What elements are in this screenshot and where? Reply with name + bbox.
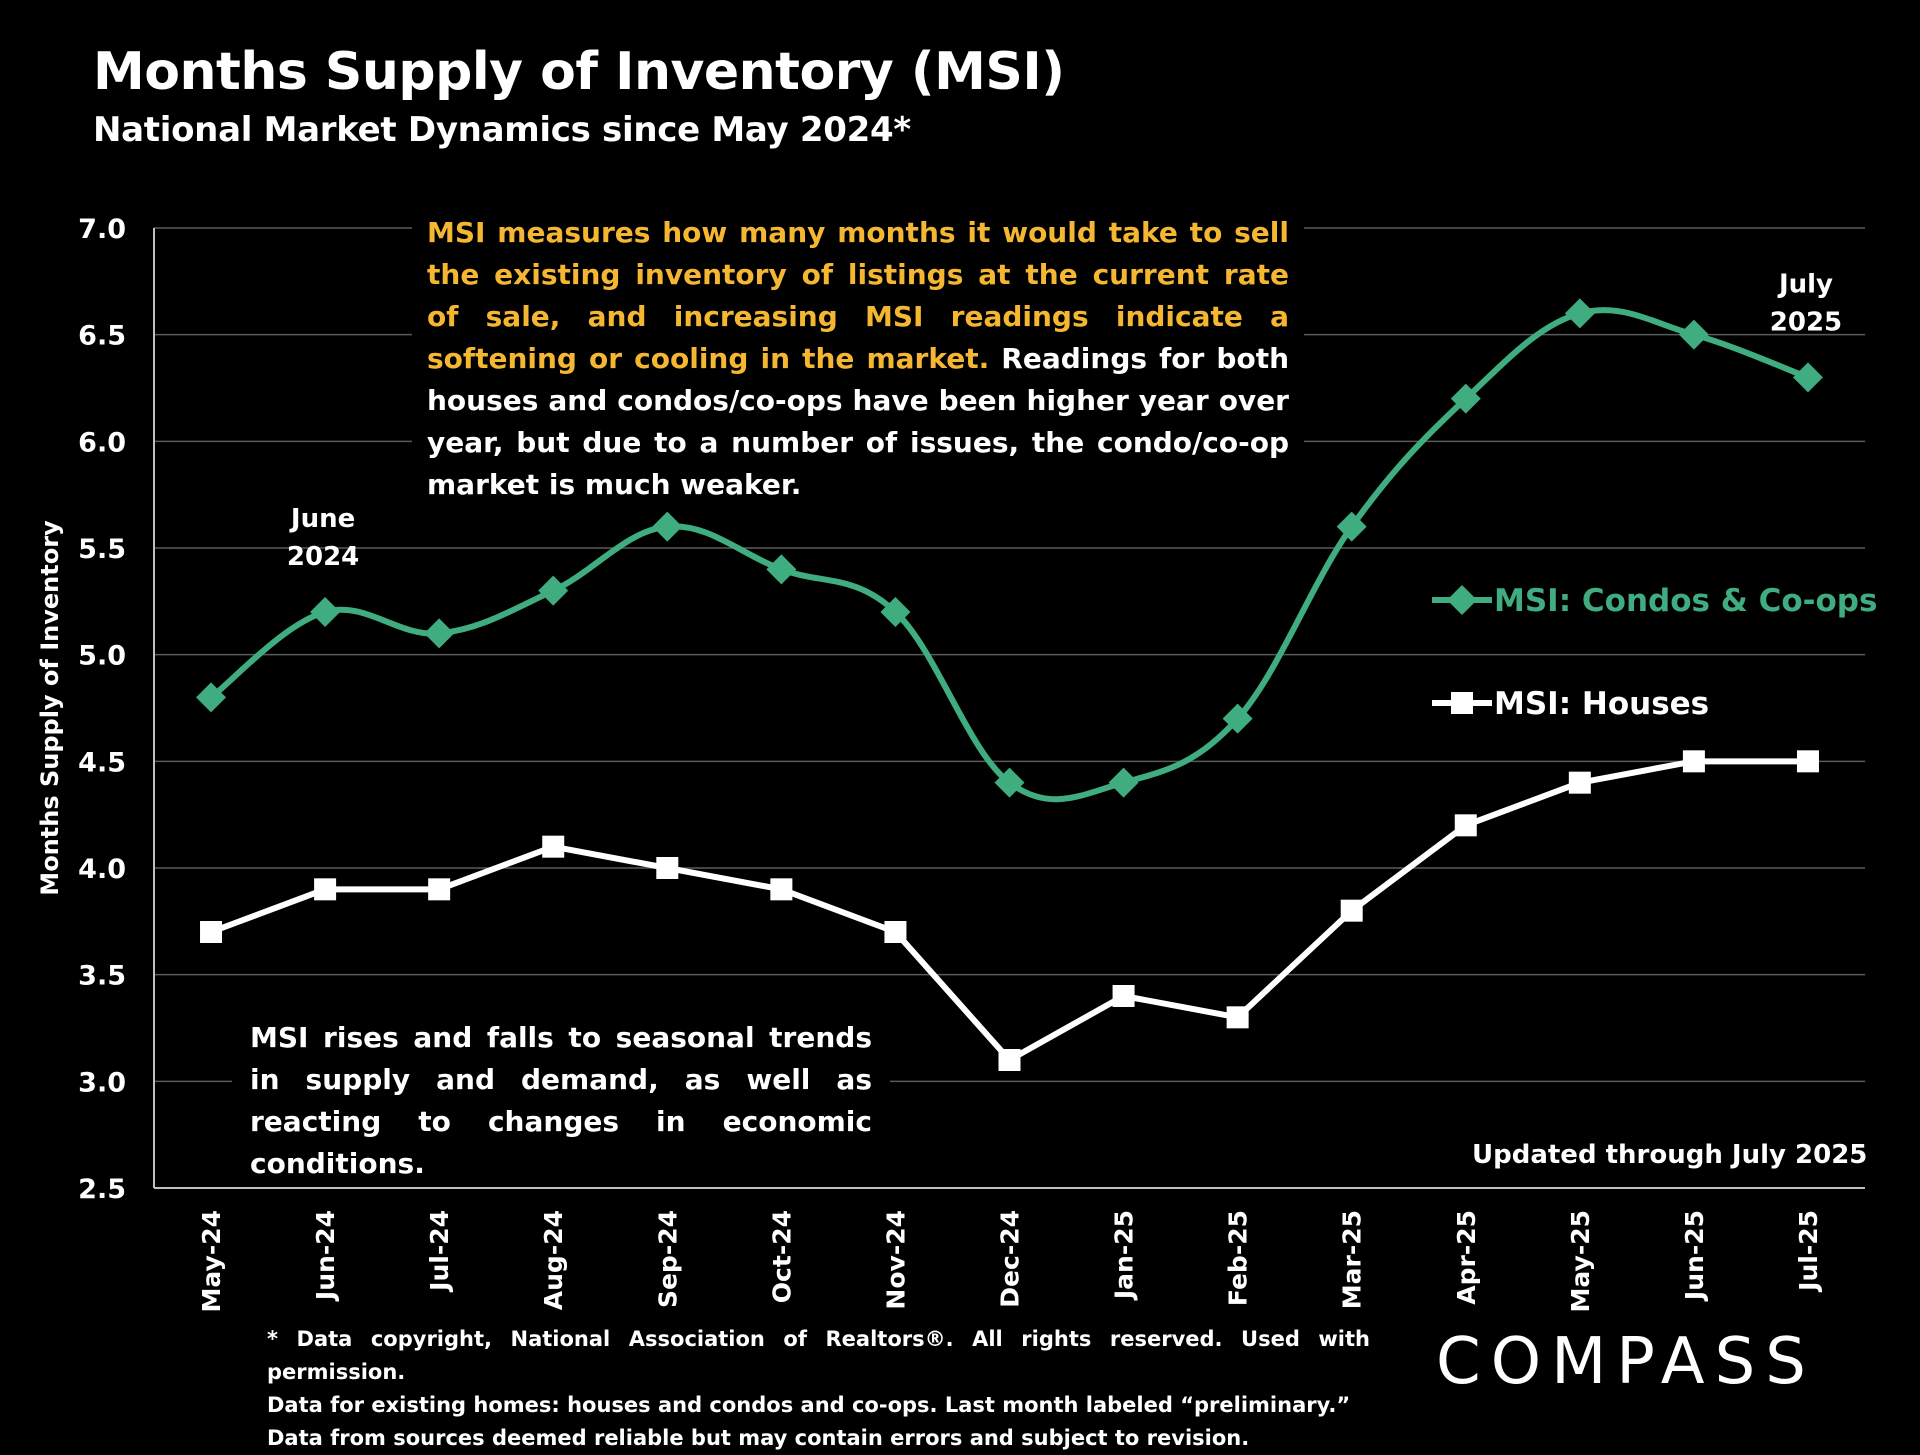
msi-explanation-note: MSI measures how many months it would ta…: [412, 212, 1304, 506]
houses-data-point: [884, 921, 907, 943]
condos-data-point: [1336, 511, 1367, 542]
msi-definition-text: MSI measures how many months it would ta…: [427, 216, 1289, 375]
point-annotation: July: [1777, 269, 1833, 299]
x-tick-label: Oct-24: [767, 1210, 796, 1303]
houses-data-point: [1112, 985, 1135, 1007]
condos-data-point: [1108, 767, 1139, 798]
footnote-line-3: Data from sources deemed reliable but ma…: [267, 1426, 1250, 1450]
y-tick-label: 3.0: [78, 1067, 126, 1098]
houses-data-point: [770, 878, 793, 901]
y-tick-label: 7.0: [78, 214, 126, 245]
chart-subtitle: National Market Dynamics since May 2024*: [93, 110, 911, 150]
y-tick-label: 2.5: [78, 1174, 126, 1205]
condos-data-point: [538, 575, 569, 606]
houses-data-point: [542, 835, 565, 858]
condos-data-point: [880, 597, 911, 627]
x-tick-label: Aug-24: [539, 1210, 568, 1310]
houses-data-point: [1796, 750, 1819, 773]
x-tick-label: Jan-25: [1110, 1210, 1139, 1301]
x-tick-label: Nov-24: [881, 1210, 910, 1310]
legend-label-condos: MSI: Condos & Co-ops: [1494, 583, 1877, 619]
x-tick-label: Jun-24: [311, 1210, 340, 1302]
footnote-line-2: Data for existing homes: houses and cond…: [267, 1393, 1351, 1417]
x-tick-label: May-24: [197, 1210, 226, 1312]
legend-marker: [1451, 692, 1473, 714]
condos-data-point: [1564, 298, 1595, 329]
houses-data-point: [1568, 771, 1591, 794]
x-tick-label: Sep-24: [653, 1210, 682, 1308]
y-tick-label: 5.0: [78, 641, 126, 672]
houses-data-point: [428, 878, 451, 901]
data-source-footnote: * Data copyright, National Association o…: [267, 1323, 1370, 1455]
condos-data-point: [1792, 362, 1823, 393]
legend-marker: [1447, 585, 1477, 615]
msi-comparison-text: Readings for both houses and condos/co-o…: [427, 342, 1290, 501]
y-axis-label: Months Supply of Inventory: [36, 520, 64, 896]
x-tick-label: May-25: [1566, 1210, 1595, 1312]
legend-label-houses: MSI: Houses: [1494, 686, 1709, 722]
houses-data-point: [1682, 750, 1705, 773]
condos-data-point: [1222, 703, 1253, 734]
condos-data-point: [1678, 319, 1709, 350]
seasonal-trend-note: MSI rises and falls to seasonal trends i…: [232, 1017, 890, 1185]
y-tick-label: 6.0: [78, 427, 126, 458]
condos-data-point: [766, 554, 797, 585]
footnote-line-1: * Data copyright, National Association o…: [267, 1327, 1370, 1384]
x-tick-label: Jul-25: [1794, 1210, 1823, 1293]
condos-data-point: [652, 511, 683, 542]
y-tick-label: 4.5: [78, 747, 126, 778]
x-tick-label: Jun-25: [1680, 1210, 1709, 1302]
x-tick-label: Jul-24: [425, 1210, 454, 1293]
y-tick-label: 5.5: [78, 534, 126, 565]
x-tick-label: Apr-25: [1452, 1210, 1481, 1305]
point-annotation: June: [289, 504, 355, 534]
point-annotation: 2024: [287, 542, 359, 572]
y-tick-label: 3.5: [78, 961, 126, 992]
houses-data-point: [656, 857, 679, 879]
condos-data-point: [424, 618, 455, 649]
chart-title: Months Supply of Inventory (MSI): [93, 42, 1065, 102]
x-tick-label: Mar-25: [1338, 1210, 1367, 1309]
condos-data-point: [1450, 383, 1481, 414]
point-annotation: 2025: [1770, 307, 1842, 337]
y-tick-label: 4.0: [78, 854, 126, 885]
condos-data-point: [196, 682, 227, 713]
compass-logo: COMPASS: [1436, 1325, 1816, 1399]
houses-data-point: [1340, 899, 1363, 922]
houses-data-point: [314, 878, 337, 901]
houses-data-point: [200, 921, 223, 943]
x-tick-label: Feb-25: [1224, 1210, 1253, 1306]
updated-through-label: Updated through July 2025: [1472, 1140, 1868, 1170]
x-tick-label: Dec-24: [996, 1210, 1025, 1308]
y-tick-label: 6.5: [78, 321, 126, 352]
houses-data-point: [1226, 1006, 1249, 1029]
houses-series-line: [209, 758, 1808, 1063]
condos-data-point: [994, 767, 1025, 798]
houses-data-point: [998, 1049, 1021, 1071]
condos-data-point: [310, 597, 341, 627]
houses-data-point: [1454, 814, 1477, 837]
